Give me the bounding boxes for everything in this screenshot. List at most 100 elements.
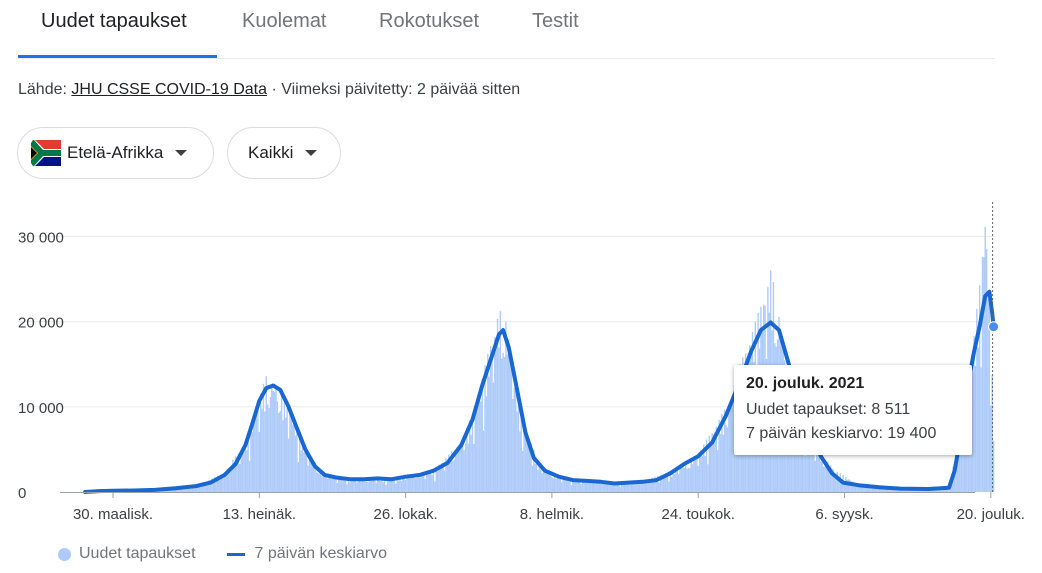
case-bar [328, 477, 330, 492]
chart-legend: Uudet tapaukset 7 päivän keskiarvo [58, 545, 387, 563]
case-bar [815, 452, 818, 492]
case-bar [684, 462, 687, 492]
case-bar [630, 481, 633, 492]
case-bar [634, 483, 637, 492]
case-bar [432, 469, 435, 492]
case-bar [725, 424, 727, 492]
x-tick-label: 20. jouluk. [957, 506, 1025, 523]
case-bar [978, 285, 981, 492]
case-bar [188, 486, 191, 492]
case-bar [795, 431, 797, 492]
case-bar [644, 480, 646, 492]
case-bar [599, 483, 602, 492]
case-bar [973, 336, 975, 492]
case-bar [694, 460, 697, 492]
case-bar [542, 469, 545, 492]
case-bar [414, 478, 417, 492]
x-axis: 30. maalisk. 13. heinäk. 26. lokak. 8. helm… [60, 492, 1025, 523]
case-bar [250, 422, 252, 492]
case-bar [825, 467, 828, 492]
case-bar [641, 481, 644, 492]
case-bar [551, 476, 553, 492]
case-bar [198, 483, 201, 492]
case-bar [880, 487, 882, 492]
case-bar [526, 432, 528, 492]
case-bar [976, 308, 978, 492]
case-bar [700, 450, 702, 492]
case-bar [711, 433, 713, 492]
case-bar [243, 451, 245, 492]
case-bar [392, 479, 394, 492]
case-bar [285, 417, 287, 492]
case-bar [378, 478, 380, 492]
case-bar [411, 474, 414, 492]
case-bar [598, 482, 600, 492]
case-bar [428, 473, 430, 492]
region-label: Etelä-Afrikka [67, 143, 164, 162]
y-tick-label: 30 000 [18, 229, 64, 246]
case-bar [834, 475, 836, 492]
case-bar [375, 482, 378, 492]
case-bar [584, 479, 587, 492]
case-bar [374, 479, 376, 492]
tab-vaccinations[interactable]: Rokotukset [379, 10, 480, 32]
case-bar [517, 397, 520, 492]
case-bar [843, 483, 846, 492]
case-bar [560, 482, 563, 492]
y-tick-label: 10 000 [18, 400, 64, 417]
cases-chart[interactable]: 0 10 000 20 000 30 000 30. maalisk. 13. hein… [0, 190, 1042, 535]
tab-new-cases[interactable]: Uudet tapaukset [41, 10, 187, 32]
case-bar [722, 434, 724, 492]
case-bar [886, 488, 889, 492]
case-bar [443, 470, 446, 492]
case-bar [958, 434, 960, 492]
case-bar [435, 467, 437, 492]
case-bar [697, 466, 699, 492]
x-tick-label: 6. syysk. [815, 506, 873, 523]
case-bar [275, 387, 277, 492]
case-bar [482, 430, 485, 492]
case-bar [480, 401, 482, 492]
case-bar [307, 465, 309, 492]
case-bar [278, 413, 280, 492]
case-bar [875, 486, 878, 492]
case-bar [197, 486, 199, 492]
case-bar [732, 398, 734, 492]
south-africa-flag-icon [31, 140, 61, 166]
scope-dropdown[interactable]: Kaikki [227, 127, 341, 179]
case-bar [385, 485, 387, 492]
case-bar [882, 488, 885, 492]
case-bar [319, 470, 322, 492]
source-link[interactable]: JHU CSSE COVID-19 Data [71, 81, 267, 98]
case-bar [251, 432, 254, 492]
case-bar [485, 396, 488, 492]
case-bar [184, 487, 187, 492]
case-bar [850, 481, 853, 492]
case-bar [726, 427, 729, 492]
case-bar [814, 460, 816, 492]
case-bar [382, 482, 385, 492]
case-bar [652, 481, 655, 492]
case-bar [549, 475, 552, 492]
case-bar [581, 479, 584, 492]
source-prefix: Lähde: [18, 81, 67, 98]
tab-tests[interactable]: Testit [532, 10, 579, 32]
case-bar [545, 469, 548, 492]
case-bar [202, 483, 205, 492]
case-bar [530, 442, 532, 492]
case-bar [441, 463, 443, 492]
tab-deaths[interactable]: Kuolemat [242, 10, 327, 32]
case-bar [413, 477, 415, 492]
region-dropdown[interactable]: Etelä-Afrikka [17, 127, 214, 179]
case-bar [510, 362, 513, 492]
case-bar [266, 404, 269, 492]
case-bar [474, 411, 476, 492]
case-bar [338, 476, 340, 492]
case-bar [321, 475, 323, 492]
case-bar [941, 490, 943, 492]
case-bar [618, 481, 620, 492]
case-bar [580, 484, 582, 492]
case-bar [818, 453, 821, 492]
case-bar [305, 454, 308, 492]
case-bar [827, 461, 829, 492]
